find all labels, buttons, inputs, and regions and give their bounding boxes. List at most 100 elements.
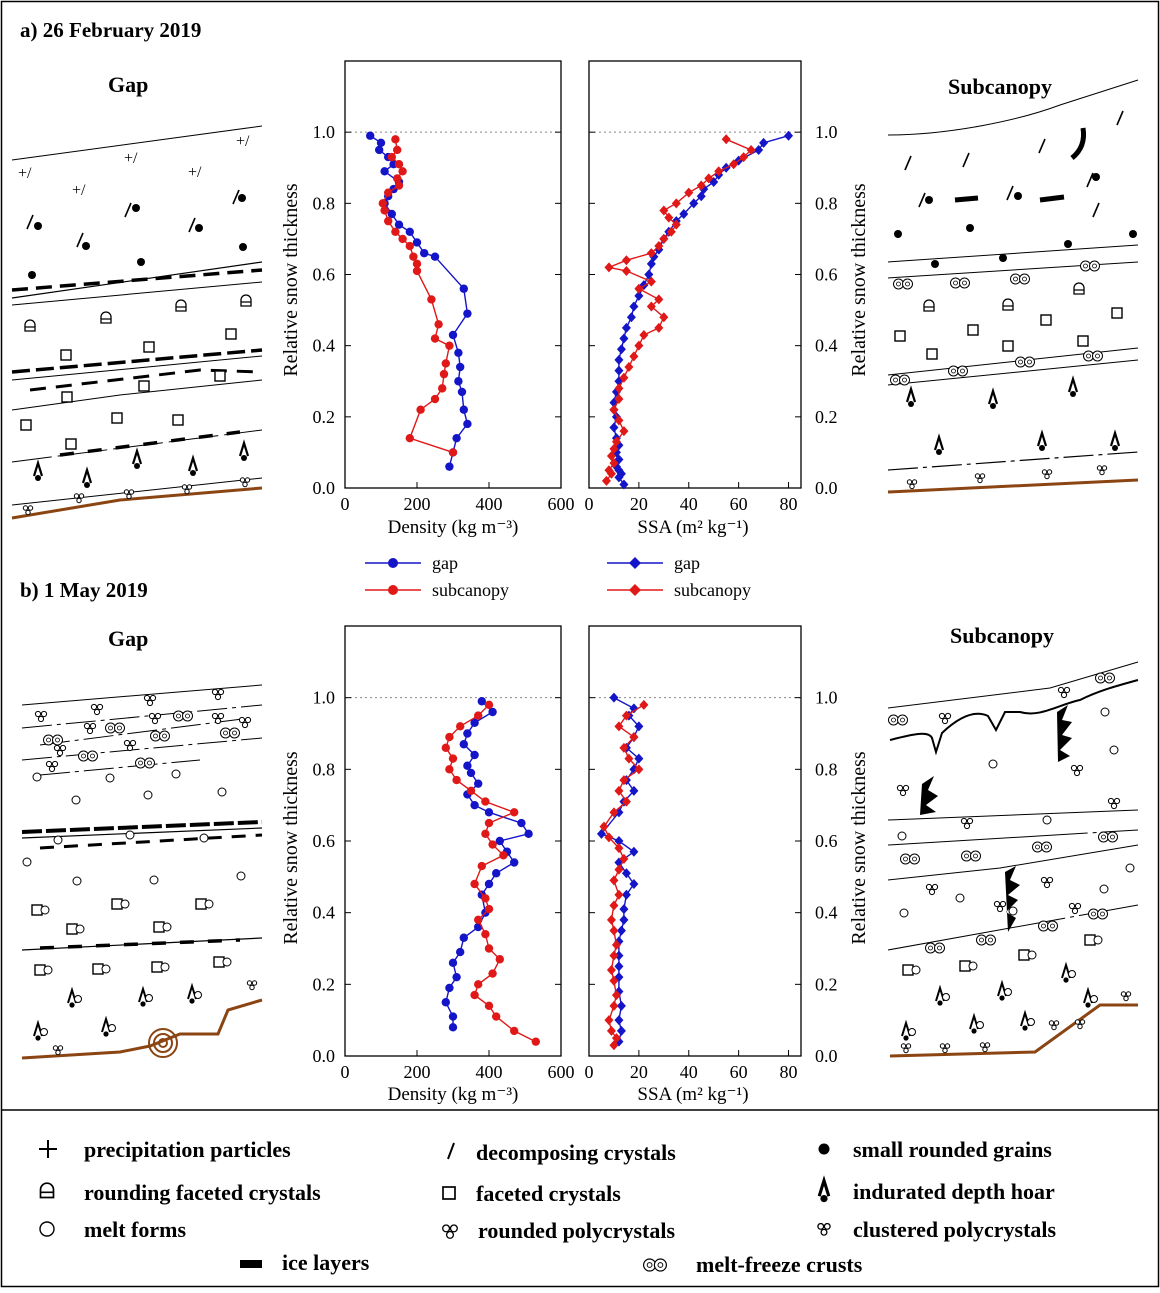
point-gap: [629, 703, 639, 714]
x-tick-label: 0: [585, 1062, 594, 1082]
point-subcanopy: [405, 241, 414, 251]
point-subcanopy: [609, 1000, 619, 1011]
point-gap: [609, 692, 619, 703]
point-gap: [366, 131, 375, 140]
point-subcanopy: [441, 359, 450, 368]
point-subcanopy: [452, 775, 461, 785]
legend-rounding-faceted-crystals: rounding faceted crystals: [84, 1180, 321, 1205]
point-subcanopy: [510, 1026, 519, 1036]
point-gap: [470, 750, 479, 760]
point-subcanopy: [621, 265, 631, 276]
legend-faceted-crystals: faceted crystals: [476, 1181, 621, 1206]
point-gap: [754, 144, 764, 155]
point-subcanopy: [481, 929, 490, 939]
point-subcanopy: [456, 722, 465, 731]
panel-a-subcanopy-title: Subcanopy: [948, 74, 1052, 99]
point-subcanopy: [405, 433, 414, 443]
point-gap: [394, 220, 404, 229]
panel-b-left-ylabel: Relative snow thickness: [280, 751, 302, 945]
point-subcanopy: [492, 1012, 501, 1021]
rounded-poly-icon: [442, 1224, 458, 1239]
point-subcanopy: [499, 851, 508, 860]
point-subcanopy: [448, 754, 458, 763]
point-gap: [614, 1015, 624, 1026]
point-subcanopy: [721, 134, 731, 145]
y-tick-label: 0.0: [815, 1046, 838, 1066]
panel-a-right-ylabel: Relative snow thickness: [848, 183, 870, 377]
x-tick-label: 60: [730, 1062, 748, 1082]
point-subcanopy: [609, 1040, 619, 1051]
ice-lens-mark: [1005, 866, 1020, 932]
point-subcanopy: [434, 320, 443, 329]
x-tick-label: 200: [404, 1062, 431, 1082]
svg-text:+/: +/: [18, 165, 32, 182]
point-gap: [759, 137, 769, 148]
point-subcanopy: [448, 448, 458, 457]
panel-a-ssa-xlabel: SSA (m² kg⁻¹): [637, 517, 748, 538]
y-tick-label: 0.4: [815, 336, 838, 356]
point-gap: [445, 462, 454, 471]
point-gap: [484, 808, 494, 817]
point-subcanopy: [619, 426, 629, 437]
point-subcanopy: [474, 980, 483, 989]
point-gap: [646, 258, 656, 269]
panel-a-gap-symbols: +/ +/ +/ +/ +/: [18, 133, 252, 516]
series-line-subcanopy: [382, 139, 454, 454]
legend-indurated-depth-hoar: indurated depth hoar: [853, 1179, 1055, 1204]
panel-b-subcanopy-symbols: [888, 672, 1135, 1054]
point-gap: [454, 348, 463, 357]
point-subcanopy: [654, 322, 664, 333]
point-subcanopy: [391, 135, 400, 144]
point-gap: [616, 1000, 626, 1011]
point-subcanopy: [531, 1037, 540, 1046]
point-gap: [616, 925, 626, 936]
panel-a-subcanopy-symbols: [890, 110, 1137, 490]
point-gap: [459, 405, 468, 414]
x-tick-label: 80: [780, 494, 798, 514]
panel-b-right-yticks: 0.0 0.2 0.4 0.6 0.8 1.0: [815, 688, 838, 1066]
legend-decomposing-crystals: decomposing crystals: [476, 1140, 676, 1165]
point-subcanopy: [654, 294, 664, 305]
point-gap: [457, 387, 467, 397]
point-gap: [463, 419, 472, 429]
point-subcanopy: [654, 241, 664, 252]
x-tick-label: 200: [404, 494, 431, 514]
point-subcanopy: [714, 166, 724, 177]
y-tick-label: 0.8: [815, 193, 838, 213]
point-gap: [376, 138, 386, 148]
point-gap: [629, 301, 639, 312]
point-subcanopy: [481, 894, 490, 903]
point-gap: [621, 868, 631, 879]
point-subcanopy: [409, 252, 418, 261]
legend-precipitation-particles: precipitation particles: [84, 1137, 291, 1162]
legend-ice-layers: ice layers: [282, 1250, 370, 1275]
point-subcanopy: [606, 965, 616, 975]
y-tick-label: 0.2: [815, 974, 838, 994]
x-tick-label: 60: [730, 494, 748, 514]
svg-text:+/: +/: [236, 133, 250, 150]
point-subcanopy: [621, 796, 631, 807]
point-gap: [452, 433, 461, 443]
point-subcanopy: [474, 711, 483, 720]
point-gap: [614, 365, 624, 376]
x-tick-label: 20: [630, 1062, 648, 1082]
point-gap: [380, 167, 389, 176]
point-subcanopy: [609, 875, 619, 886]
panel-b-subcanopy-profile: [887, 661, 1139, 1058]
x-tick-label: 600: [548, 494, 575, 514]
point-subcanopy: [484, 904, 494, 914]
point-subcanopy: [624, 362, 634, 373]
point-gap: [609, 422, 619, 433]
point-gap: [784, 130, 794, 141]
point-subcanopy: [609, 458, 619, 469]
point-subcanopy: [609, 404, 619, 415]
plot-frame: [344, 60, 562, 489]
point-subcanopy: [621, 710, 631, 721]
point-subcanopy: [646, 248, 656, 259]
point-subcanopy: [666, 226, 676, 237]
series-line-gap: [369, 135, 469, 467]
point-subcanopy: [391, 227, 400, 236]
clustered-poly-icon: [817, 1222, 831, 1236]
